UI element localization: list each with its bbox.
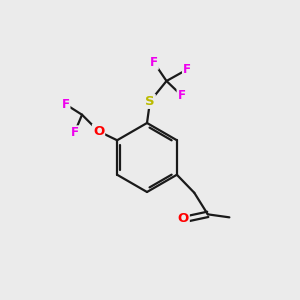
Text: O: O (178, 212, 189, 225)
Text: F: F (61, 98, 70, 111)
Text: S: S (145, 95, 155, 108)
Text: F: F (150, 56, 158, 69)
Text: F: F (70, 126, 79, 139)
Text: F: F (178, 89, 185, 102)
Text: O: O (93, 125, 104, 138)
Text: F: F (183, 63, 191, 76)
